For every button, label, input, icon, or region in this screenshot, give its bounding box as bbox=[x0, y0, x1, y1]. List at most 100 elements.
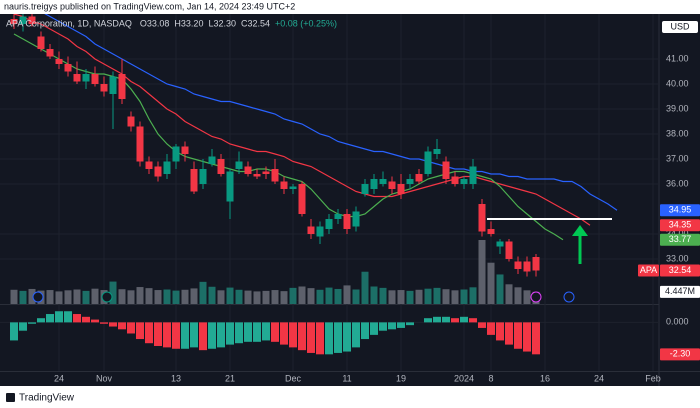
y-tick-label: 37.00 bbox=[666, 153, 689, 163]
oscillator-bar bbox=[100, 322, 108, 324]
volume-bar bbox=[271, 290, 279, 304]
volume-bar bbox=[55, 291, 63, 304]
oscillator-bar bbox=[28, 322, 36, 324]
volume-bar bbox=[415, 289, 423, 304]
price-badge bbox=[638, 264, 659, 277]
candle-body bbox=[91, 74, 99, 84]
candle-body bbox=[316, 226, 324, 237]
candle-body bbox=[217, 159, 225, 174]
price-badge-label: 4.447M bbox=[665, 286, 695, 296]
candle-body bbox=[343, 214, 351, 229]
event-icon bbox=[530, 291, 542, 303]
volume-bar bbox=[514, 287, 522, 304]
volume-bar bbox=[478, 240, 486, 304]
candle-body bbox=[289, 186, 297, 189]
volume-bar bbox=[235, 289, 243, 304]
x-tick-label: 2024 bbox=[454, 373, 474, 383]
volume-bar bbox=[424, 288, 432, 304]
volume-bar bbox=[154, 290, 162, 304]
x-tick-label: 13 bbox=[171, 373, 181, 383]
volume-bar bbox=[19, 290, 27, 304]
oscillator-bar bbox=[532, 322, 540, 355]
oscillator-bar bbox=[253, 322, 261, 342]
candle-body bbox=[253, 174, 261, 177]
volume-bar bbox=[73, 289, 81, 304]
oscillator-bar bbox=[199, 322, 207, 351]
volume-bar bbox=[10, 289, 18, 304]
candle-body bbox=[442, 161, 450, 179]
candle-body bbox=[271, 169, 279, 182]
price-pane bbox=[10, 14, 618, 304]
legend-value: H33.20 bbox=[174, 18, 203, 28]
x-tick-label: 19 bbox=[396, 373, 406, 383]
candle-body bbox=[64, 64, 72, 72]
candle-body bbox=[190, 169, 198, 192]
candle-body bbox=[514, 261, 522, 269]
header-text: nauris.treigys published on TradingView.… bbox=[4, 1, 295, 11]
y-tick-label: 40.00 bbox=[666, 78, 689, 88]
volume-bar bbox=[388, 290, 396, 304]
price-badge bbox=[660, 204, 700, 217]
candle-body bbox=[415, 174, 423, 182]
x-tick-label: Nov bbox=[96, 373, 113, 383]
x-tick-label: 24 bbox=[594, 373, 604, 383]
volume-bar bbox=[469, 287, 477, 304]
volume-bar bbox=[127, 290, 135, 304]
axes: 33.00 34.00 36.00 37.00 38.00 39.00 40.00 41.00… bbox=[54, 21, 700, 383]
volume-bar bbox=[397, 290, 405, 304]
oscillator-bar bbox=[370, 322, 378, 335]
oscillator-bar bbox=[217, 322, 225, 348]
volume-bar bbox=[190, 288, 198, 304]
x-tick-label: 11 bbox=[342, 373, 351, 383]
price-badge-label: -2.30 bbox=[670, 349, 691, 359]
candle-body bbox=[46, 49, 54, 57]
oscillator-bar bbox=[397, 322, 405, 328]
volume-bar bbox=[199, 281, 207, 304]
oscillator-bar bbox=[496, 322, 504, 341]
candle-body bbox=[136, 126, 144, 162]
arrow-head bbox=[572, 225, 588, 236]
oscillator-bar bbox=[505, 322, 513, 345]
volume-bar bbox=[460, 289, 468, 304]
oscillator-bar bbox=[361, 322, 369, 340]
oscillator-bar bbox=[307, 322, 315, 353]
volume-bar bbox=[487, 262, 495, 304]
y-tick-label: 34.00 bbox=[666, 228, 689, 238]
volume-bar bbox=[181, 289, 189, 304]
candle-body bbox=[361, 184, 369, 194]
candle-body bbox=[145, 161, 153, 169]
legend-value: +0.08 (+0.25%) bbox=[275, 18, 337, 28]
volume-bar bbox=[406, 290, 414, 304]
oscillator-bar bbox=[73, 314, 81, 323]
oscillator-bar bbox=[244, 322, 252, 342]
oscillator-bar bbox=[172, 322, 180, 349]
y-tick-label: 36.00 bbox=[666, 178, 689, 188]
oscillator-bar bbox=[388, 322, 396, 330]
oscillator-bar bbox=[514, 322, 522, 349]
volume-bar bbox=[118, 289, 126, 304]
candle-body bbox=[37, 36, 45, 49]
volume-bar bbox=[334, 288, 342, 304]
candle-body bbox=[478, 204, 486, 232]
price-badge-label: 32.54 bbox=[669, 265, 692, 275]
footer-bar bbox=[0, 386, 700, 408]
volume-bar bbox=[262, 290, 270, 304]
oscillator-bar bbox=[280, 322, 288, 345]
oscillator-bar bbox=[487, 322, 495, 335]
volume-bar bbox=[253, 291, 261, 304]
price-badge bbox=[660, 219, 700, 232]
volume-bar bbox=[244, 290, 252, 304]
candle-body bbox=[487, 229, 495, 234]
currency-box bbox=[662, 21, 698, 33]
volume-bar bbox=[136, 287, 144, 304]
event-icon bbox=[101, 291, 113, 303]
oscillator-bar bbox=[91, 319, 99, 323]
candle-body bbox=[280, 181, 288, 189]
oscillator-bar bbox=[334, 322, 342, 353]
oscillator-bar bbox=[262, 322, 270, 341]
currency-label: USD bbox=[670, 21, 690, 31]
oscillator-bar bbox=[406, 322, 414, 326]
y-tick-label: 33.00 bbox=[666, 253, 689, 263]
